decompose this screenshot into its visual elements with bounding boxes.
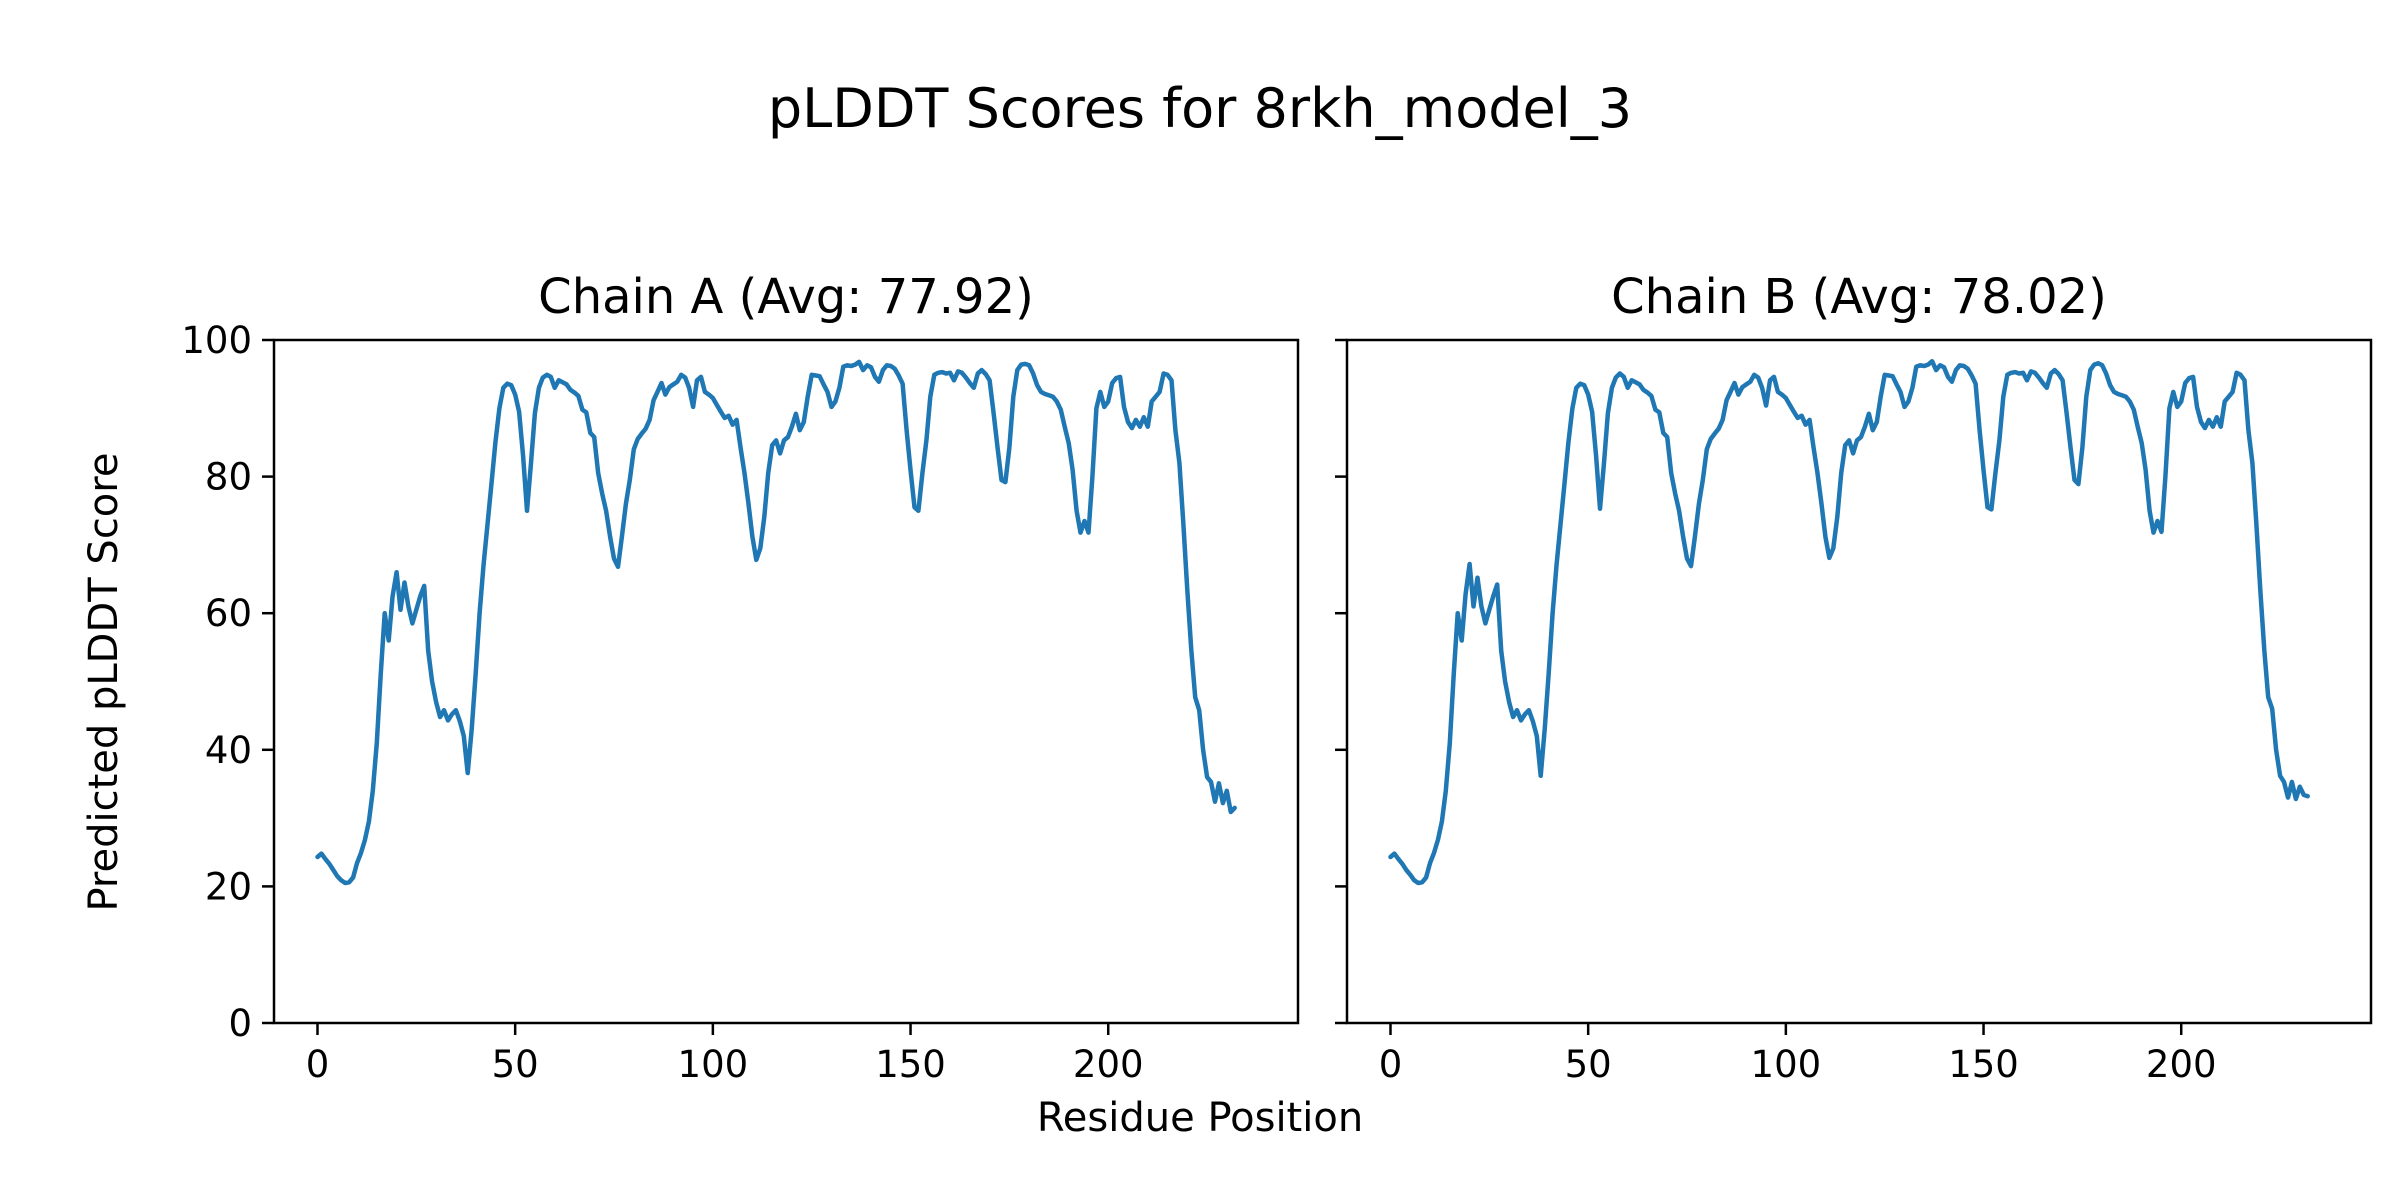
plddt-line: [1388, 358, 2310, 886]
x-tick-label: 50: [1565, 1043, 1612, 1086]
y-tick-label: 0: [228, 1002, 252, 1045]
y-tick-label: 60: [205, 592, 252, 635]
y-tick-label: 20: [205, 865, 252, 908]
axes-spines: [1345, 338, 2373, 1025]
figure-title: pLDDT Scores for 8rkh_model_3: [767, 77, 1633, 140]
chain-a-plot: 0 50 100 150 200 0 20 40 60 80 100: [181, 319, 1300, 1086]
plddt-line: [315, 359, 1237, 886]
chain-b-plot: 0 50 100 150 200: [1335, 338, 2373, 1086]
y-tick-label: 80: [205, 456, 252, 499]
x-tick-label: 100: [678, 1043, 749, 1086]
x-tick-label: 100: [1751, 1043, 1822, 1086]
x-tick-label: 200: [2146, 1043, 2217, 1086]
x-tick-label: 0: [306, 1043, 330, 1086]
y-tick-label: 40: [205, 729, 252, 772]
x-tick-label: 150: [1948, 1043, 2019, 1086]
x-axis-label: Residue Position: [1036, 1095, 1364, 1141]
x-tick-label: 200: [1073, 1043, 1144, 1086]
chain-b-title: Chain B (Avg: 78.02): [1611, 269, 2107, 325]
y-tick-label: 100: [181, 319, 252, 362]
axes-spines: [272, 338, 1300, 1025]
x-tick-label: 50: [492, 1043, 539, 1086]
x-tick-label: 150: [875, 1043, 946, 1086]
chain-a-title: Chain A (Avg: 77.92): [538, 269, 1034, 325]
x-tick-label: 0: [1379, 1043, 1403, 1086]
